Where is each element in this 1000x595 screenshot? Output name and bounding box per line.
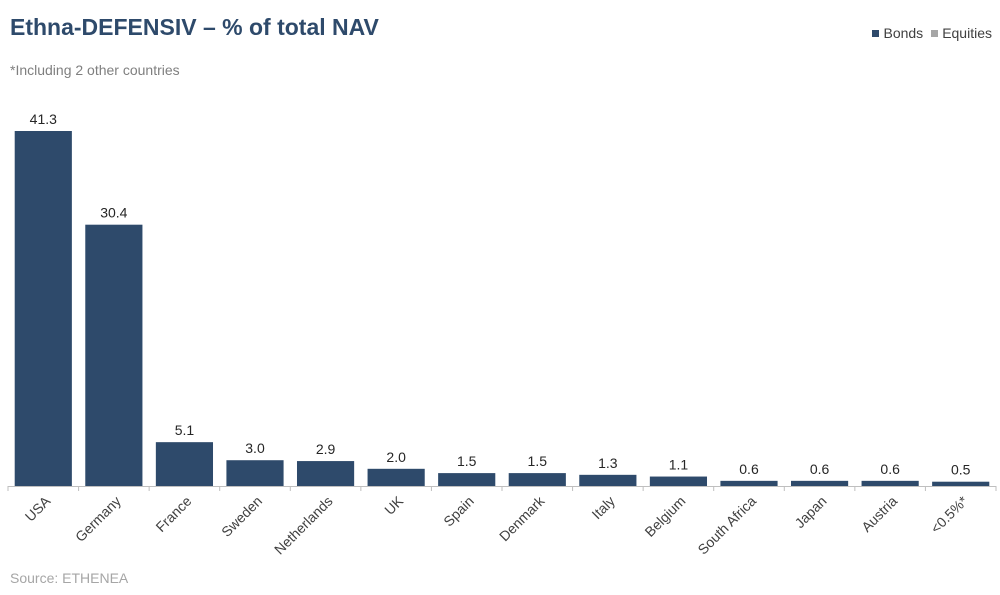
bar-0-5 [932,481,990,486]
bar-uk [367,468,425,486]
bar-belgium [649,476,708,486]
bar-france [155,442,214,486]
x-tick-label: USA [22,492,54,524]
data-label: 0.6 [810,461,830,477]
x-tick-label: UK [381,492,407,518]
data-label: 1.5 [457,453,477,469]
data-label: 0.6 [880,461,900,477]
chart-title: Ethna-DEFENSIV – % of total NAV [10,14,379,40]
data-label: 1.3 [598,455,618,471]
data-label: 1.1 [669,457,689,473]
x-tick-label: Austria [858,493,900,535]
data-label: 3.0 [245,440,265,456]
data-label: 1.5 [528,453,548,469]
chart-subtitle: *Including 2 other countries [10,62,180,78]
legend-item-bonds: Bonds [872,25,923,41]
bar-germany [85,224,143,486]
bar-spain [438,473,496,486]
x-tick-label: <0.5%* [927,492,971,536]
x-tick-label: Spain [440,493,477,530]
x-tick-label: Sweden [218,493,265,540]
x-tick-label: Japan [791,493,829,531]
legend-swatch-equities [931,29,939,37]
data-label: 0.6 [739,461,759,477]
legend-label-bonds: Bonds [883,25,924,41]
bar-sweden [226,460,284,486]
x-tick-label: Belgium [641,493,688,540]
x-tick-label: Italy [589,493,618,522]
data-label: 5.1 [175,422,195,438]
legend: Bonds Equities [864,25,992,41]
x-tick-label: Denmark [496,492,548,544]
data-label: 30.4 [100,205,127,221]
legend-label-equities: Equities [942,25,992,41]
source-note: Source: ETHENEA [10,570,129,586]
x-tick-label: South Africa [694,493,759,558]
legend-swatch-bonds [872,29,880,37]
bar-south-africa [720,480,778,486]
bar-japan [790,480,849,486]
bar-usa [14,131,72,486]
bar-netherlands [296,461,355,486]
bar-austria [861,480,919,486]
data-label: 2.0 [386,449,406,465]
bar-italy [579,474,637,486]
data-label: 0.5 [951,462,971,478]
bar-denmark [508,473,566,486]
legend-item-equities: Equities [931,25,992,41]
data-label: 41.3 [30,111,57,127]
x-tick-label: France [152,493,194,535]
x-tick-label: Germany [72,493,124,545]
x-tick-label: Netherlands [271,493,336,558]
data-label: 2.9 [316,441,336,457]
